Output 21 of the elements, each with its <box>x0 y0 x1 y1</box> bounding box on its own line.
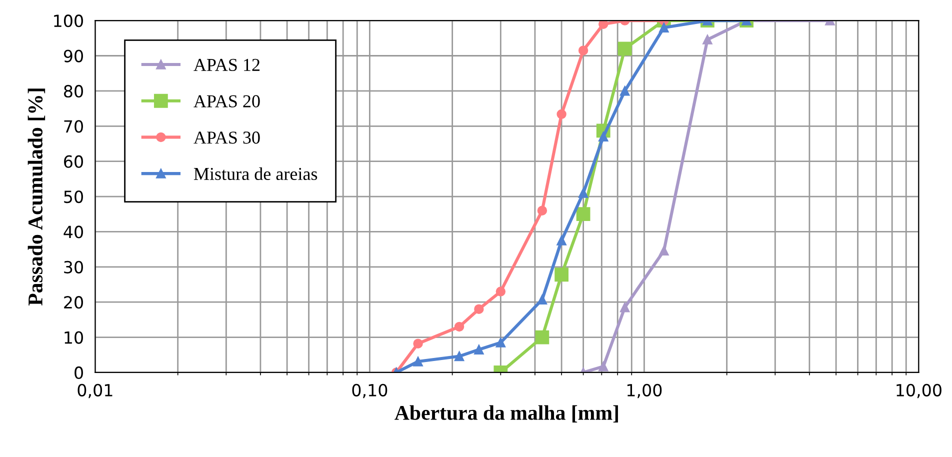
legend-label: APAS 20 <box>194 95 260 108</box>
y-tick-label: 10 <box>64 331 83 344</box>
y-axis-title: Passado Acumulado [%] <box>28 88 46 306</box>
x-tick-label: 0,10 <box>352 384 388 398</box>
x-tick-label: 1,00 <box>627 384 662 398</box>
y-tick-label: 50 <box>64 190 83 204</box>
y-tick-label: 60 <box>64 155 83 168</box>
y-tick-label: 90 <box>64 50 83 62</box>
legend-label: Mistura de areias <box>194 167 318 180</box>
x-axis-title: Abertura da malha [mm] <box>394 405 618 422</box>
legend-label: APAS 12 <box>194 58 260 72</box>
y-tick-label: 0 <box>74 366 83 380</box>
y-tick-label: 30 <box>64 260 83 274</box>
y-tick-label: 20 <box>64 296 83 309</box>
x-tick-label: 0,01 <box>78 384 112 398</box>
y-tick-label: 40 <box>64 226 83 238</box>
x-tick-label: 10,00 <box>896 384 942 398</box>
y-tick-label: 100 <box>54 14 83 28</box>
legend-label: APAS 30 <box>194 132 260 144</box>
y-tick-label: 80 <box>64 84 83 98</box>
y-tick-label: 70 <box>64 120 83 133</box>
